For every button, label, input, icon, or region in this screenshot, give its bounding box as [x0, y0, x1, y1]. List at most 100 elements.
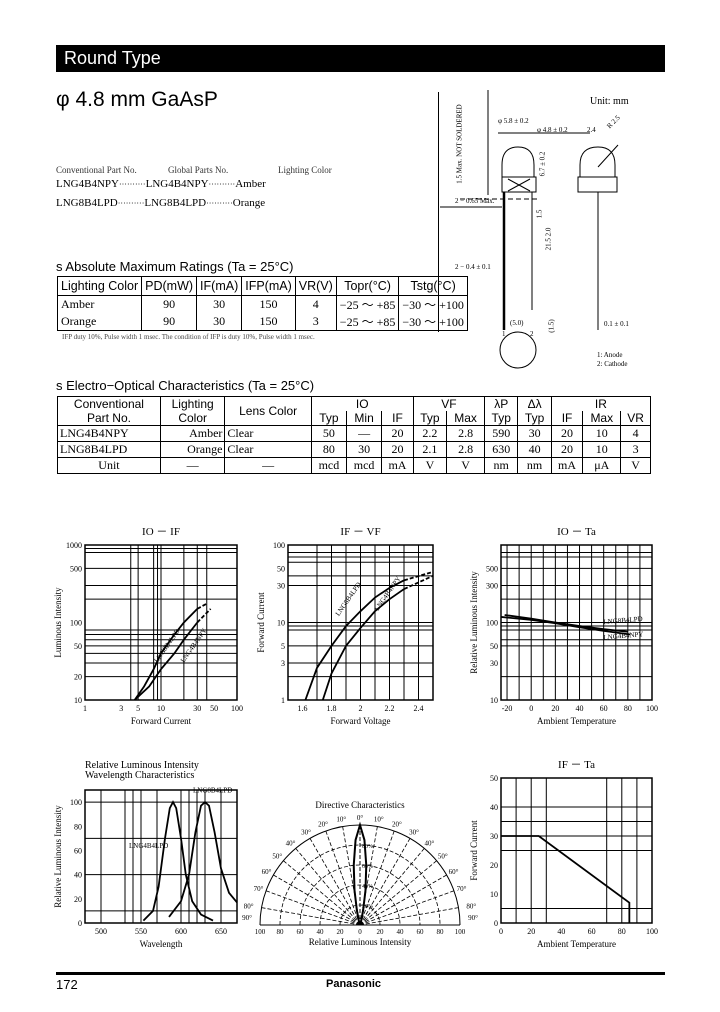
table-cell: 20: [381, 441, 414, 458]
global-part-no: LNG4B4NPY: [145, 178, 209, 190]
y-tick-label: 500: [70, 564, 82, 573]
x-tick-label: 0: [499, 927, 503, 936]
table-cell: 10: [582, 425, 621, 442]
leader: ··········: [118, 180, 146, 189]
outline-drawing: [440, 90, 619, 369]
x-tick-label: 100: [255, 928, 266, 936]
y-tick-label: 80: [74, 822, 82, 831]
x-axis-label: Relative Luminous Intensity: [309, 937, 412, 947]
y-axis-label: Forward Current: [256, 592, 266, 653]
series-label: LNG4B4NPY: [603, 630, 644, 641]
table-cell: 2.8: [446, 425, 485, 442]
polar-spoke: [359, 860, 437, 926]
series-line: [304, 579, 405, 701]
dim-label: (5.0): [510, 319, 524, 327]
brand-logo: Panasonic: [326, 978, 382, 990]
table-cell: Typ: [517, 411, 552, 426]
table-cell: —: [159, 457, 225, 474]
global-part-no: LNG8B4LPD: [144, 197, 207, 209]
angle-label: 40°: [286, 839, 296, 847]
chart-title: Wavelength Characteristics: [85, 770, 195, 781]
x-tick-label: 80: [277, 928, 285, 936]
table-cell: Color: [159, 411, 225, 426]
table-cell: 90: [141, 295, 197, 313]
amr-heading: s Absolute Maximum Ratings (Ta = 25°C): [56, 259, 294, 274]
y-tick-label: 0: [78, 919, 82, 928]
chart-title: IO － Ta: [557, 526, 596, 538]
table-cell: Max: [582, 411, 621, 426]
polar-spoke: [359, 826, 378, 926]
table-cell: IO: [310, 396, 414, 411]
polar-spoke: [359, 874, 447, 926]
table-cell: 590: [484, 425, 518, 442]
radial-tick-label: 40%: [362, 884, 373, 890]
series-line-dashed: [403, 571, 434, 582]
y-tick-label: 30: [490, 832, 498, 841]
table-cell: IF: [550, 411, 583, 426]
table-cell: Lighting: [159, 396, 225, 411]
footnote: IFP duty 10%, Pulse width 1 msec. The co…: [62, 333, 315, 341]
x-tick-label: 40: [557, 927, 565, 936]
polar-spoke: [265, 890, 361, 926]
parts-row: LNG4B4NPY··········LNG4B4NPY··········Am…: [56, 178, 266, 190]
x-tick-label: 20: [527, 927, 535, 936]
polar-spoke: [325, 830, 361, 926]
chart-title: Relative Luminous Intensity: [85, 760, 199, 771]
polar-spoke: [273, 874, 361, 926]
dim-label: 0.1 ± 0.1: [604, 320, 629, 328]
x-tick-label: 500: [95, 927, 107, 936]
x-tick-label: 650: [215, 927, 227, 936]
table-cell: Typ: [412, 411, 447, 426]
table-cell: Δλ: [517, 396, 552, 411]
chart-title: IO － IF: [142, 526, 180, 538]
x-tick-label: 2: [359, 704, 363, 713]
y-tick-label: 40: [74, 871, 82, 880]
polar-spoke: [261, 907, 361, 926]
dim-label: 2 − 0.65 Max.: [455, 197, 495, 205]
y-tick-label: 30: [490, 659, 498, 668]
y-tick-label: 50: [277, 564, 285, 573]
dim-label: φ 5.8 ± 0.2: [498, 117, 529, 125]
table-cell: Tstg(°C): [398, 276, 468, 296]
x-tick-label: 100: [455, 928, 466, 936]
pin-legend: 1: Anode: [597, 351, 623, 359]
x-axis-label: Forward Voltage: [331, 716, 391, 726]
table-cell: LNG8B4LPD: [57, 441, 161, 458]
table-cell: 30: [345, 441, 382, 458]
series-line: [500, 616, 631, 636]
angle-label: 80°: [244, 902, 254, 910]
angle-label: 70°: [457, 885, 467, 893]
radial-tick-label: 60%: [362, 864, 373, 870]
table-cell: 50: [310, 425, 347, 442]
table-cell: 10: [582, 441, 621, 458]
plot-frame: [287, 544, 434, 701]
angle-label: 70°: [254, 885, 264, 893]
y-axis-label: Forward Current: [469, 820, 479, 881]
polar-spoke: [309, 838, 361, 926]
table-cell: mcd: [310, 457, 347, 474]
y-tick-label: 10: [490, 696, 498, 705]
table-row: LNG4B4NPY Amber Clear 50—20 2.2 2.8 590 30 20 10 4: [57, 425, 651, 442]
table-cell: −25 ～ +85: [335, 295, 399, 313]
table-cell: mA: [550, 457, 583, 474]
x-tick-label: 40: [317, 928, 325, 936]
x-tick-label: 2.2: [385, 704, 395, 713]
y-tick-label: 300: [486, 582, 498, 591]
table-cell: μA: [582, 457, 621, 474]
angle-label: 30°: [409, 828, 419, 836]
angle-label: 60°: [262, 868, 272, 876]
table-cell: PD(mW): [141, 276, 197, 296]
y-tick-label: 100: [486, 619, 498, 628]
table-cell: λP: [484, 396, 518, 411]
table-cell: −30 ～ +100: [398, 313, 468, 331]
table-cell: IR: [550, 396, 651, 411]
x-tick-label: 0: [358, 928, 362, 936]
y-tick-label: 1000: [66, 541, 82, 550]
polar-spoke: [359, 838, 411, 926]
table-cell: Clear: [224, 425, 312, 442]
y-tick-label: 100: [70, 798, 82, 807]
page-number: 172: [56, 977, 78, 992]
y-tick-label: 0: [494, 919, 498, 928]
x-axis-label: Forward Current: [131, 716, 192, 726]
